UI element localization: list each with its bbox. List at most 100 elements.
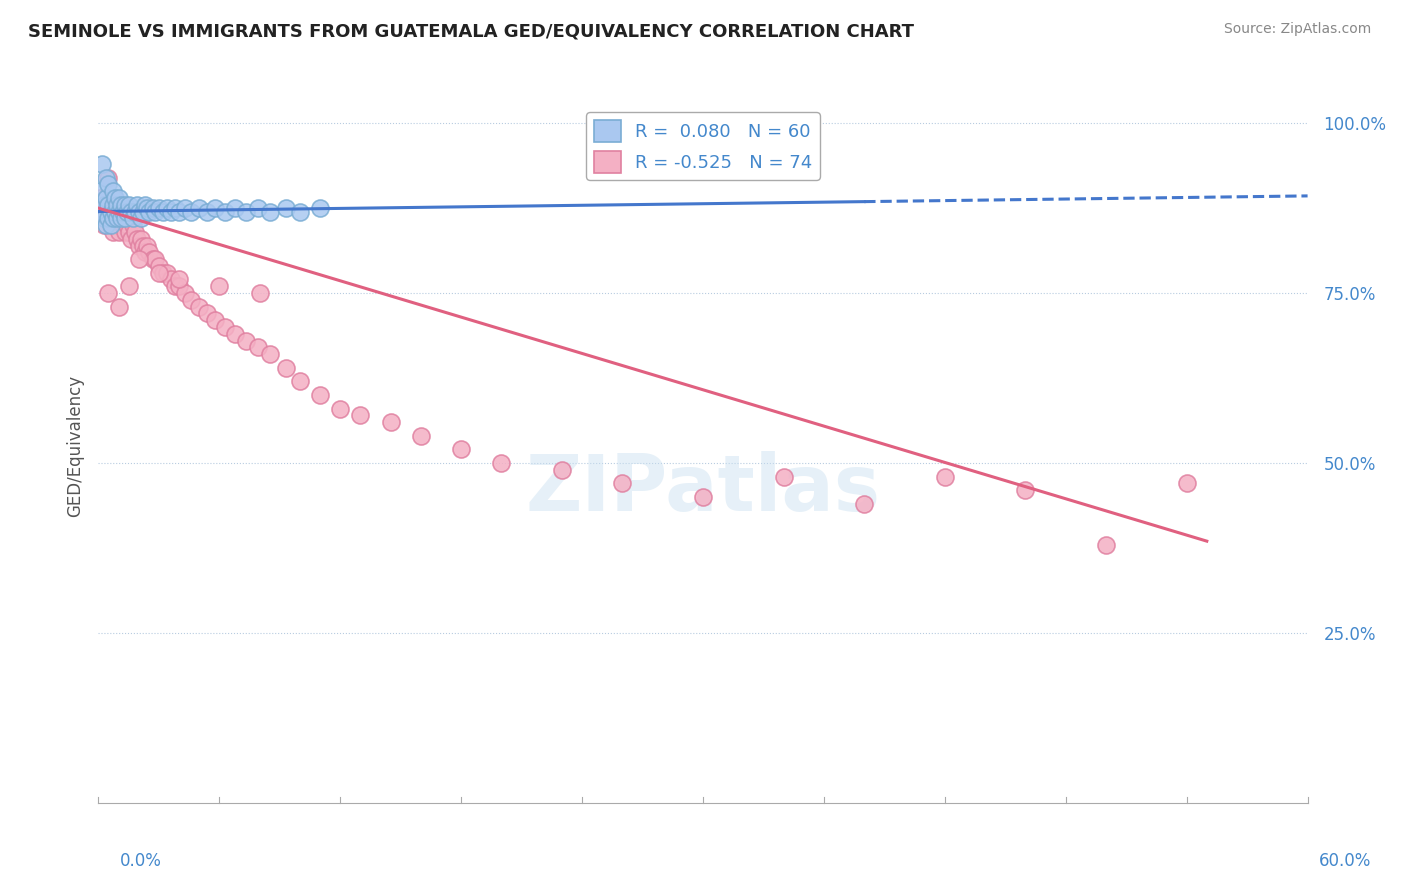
Point bbox=[259, 347, 281, 361]
Y-axis label: GED/Equivalency: GED/Equivalency bbox=[66, 375, 84, 517]
Point bbox=[152, 266, 174, 280]
Point bbox=[107, 191, 129, 205]
Point bbox=[692, 490, 714, 504]
Point bbox=[143, 252, 166, 266]
Point bbox=[107, 300, 129, 314]
Point bbox=[120, 232, 142, 246]
Point bbox=[288, 375, 311, 389]
Point bbox=[259, 204, 281, 219]
Text: Source: ZipAtlas.com: Source: ZipAtlas.com bbox=[1223, 22, 1371, 37]
Point bbox=[93, 198, 115, 212]
Point bbox=[224, 326, 246, 341]
Point bbox=[115, 204, 138, 219]
Point bbox=[288, 204, 311, 219]
Point bbox=[107, 204, 129, 219]
Point bbox=[246, 341, 269, 355]
Point bbox=[148, 259, 170, 273]
Point bbox=[235, 334, 257, 348]
Point bbox=[246, 201, 269, 215]
Point bbox=[110, 211, 132, 226]
Point bbox=[409, 429, 432, 443]
Point bbox=[101, 184, 124, 198]
Point bbox=[129, 232, 152, 246]
Point bbox=[96, 198, 118, 212]
Text: 60.0%: 60.0% bbox=[1319, 852, 1371, 870]
Point bbox=[110, 198, 132, 212]
Point bbox=[1014, 483, 1036, 498]
Point bbox=[101, 225, 124, 239]
Point bbox=[118, 279, 141, 293]
Point bbox=[167, 272, 190, 286]
Point bbox=[114, 211, 136, 226]
Point bbox=[329, 401, 352, 416]
Point bbox=[148, 201, 170, 215]
Point bbox=[380, 415, 402, 429]
Point bbox=[118, 225, 141, 239]
Point bbox=[129, 211, 152, 226]
Point bbox=[132, 238, 155, 252]
Text: 0.0%: 0.0% bbox=[120, 852, 162, 870]
Point bbox=[132, 204, 155, 219]
Point bbox=[138, 245, 160, 260]
Point bbox=[96, 170, 118, 185]
Point bbox=[188, 201, 211, 215]
Point bbox=[101, 211, 124, 226]
Point bbox=[128, 204, 150, 219]
Point bbox=[91, 204, 114, 219]
Point bbox=[97, 211, 120, 226]
Point bbox=[103, 218, 125, 232]
Point bbox=[208, 279, 231, 293]
Text: SEMINOLE VS IMMIGRANTS FROM GUATEMALA GED/EQUIVALENCY CORRELATION CHART: SEMINOLE VS IMMIGRANTS FROM GUATEMALA GE… bbox=[28, 22, 914, 40]
Point bbox=[167, 279, 190, 293]
Point bbox=[204, 201, 226, 215]
Point bbox=[235, 204, 257, 219]
Point bbox=[103, 191, 125, 205]
Point bbox=[107, 225, 129, 239]
Point bbox=[188, 300, 211, 314]
Point bbox=[204, 313, 226, 327]
Point bbox=[142, 252, 165, 266]
Point bbox=[105, 198, 128, 212]
Point bbox=[97, 170, 120, 185]
Point bbox=[152, 204, 174, 219]
Point bbox=[114, 198, 136, 212]
Point bbox=[97, 286, 120, 301]
Point bbox=[103, 204, 125, 219]
Point bbox=[91, 157, 114, 171]
Point bbox=[309, 201, 332, 215]
Point bbox=[125, 232, 148, 246]
Point bbox=[124, 204, 146, 219]
Point bbox=[853, 497, 876, 511]
Point bbox=[450, 442, 472, 457]
Point bbox=[349, 409, 371, 423]
Point bbox=[174, 201, 197, 215]
Point bbox=[491, 456, 513, 470]
Text: ZIPatlas: ZIPatlas bbox=[526, 450, 880, 527]
Point bbox=[111, 204, 134, 219]
Point bbox=[163, 201, 186, 215]
Point bbox=[100, 204, 122, 219]
Point bbox=[224, 201, 246, 215]
Point bbox=[143, 204, 166, 219]
Point bbox=[114, 211, 136, 226]
Point bbox=[195, 306, 218, 320]
Point bbox=[96, 191, 118, 205]
Point bbox=[309, 388, 332, 402]
Legend: R =  0.080   N = 60, R = -0.525   N = 74: R = 0.080 N = 60, R = -0.525 N = 74 bbox=[586, 112, 820, 180]
Point bbox=[93, 211, 115, 226]
Point bbox=[118, 198, 141, 212]
Point bbox=[121, 211, 143, 226]
Point bbox=[96, 218, 118, 232]
Point bbox=[156, 201, 179, 215]
Point bbox=[163, 279, 186, 293]
Point bbox=[124, 225, 146, 239]
Point bbox=[1095, 537, 1118, 551]
Point bbox=[135, 238, 157, 252]
Point bbox=[115, 218, 138, 232]
Point bbox=[97, 178, 120, 192]
Point bbox=[101, 198, 124, 212]
Point bbox=[214, 204, 236, 219]
Point bbox=[156, 266, 179, 280]
Point bbox=[134, 245, 156, 260]
Point bbox=[120, 204, 142, 219]
